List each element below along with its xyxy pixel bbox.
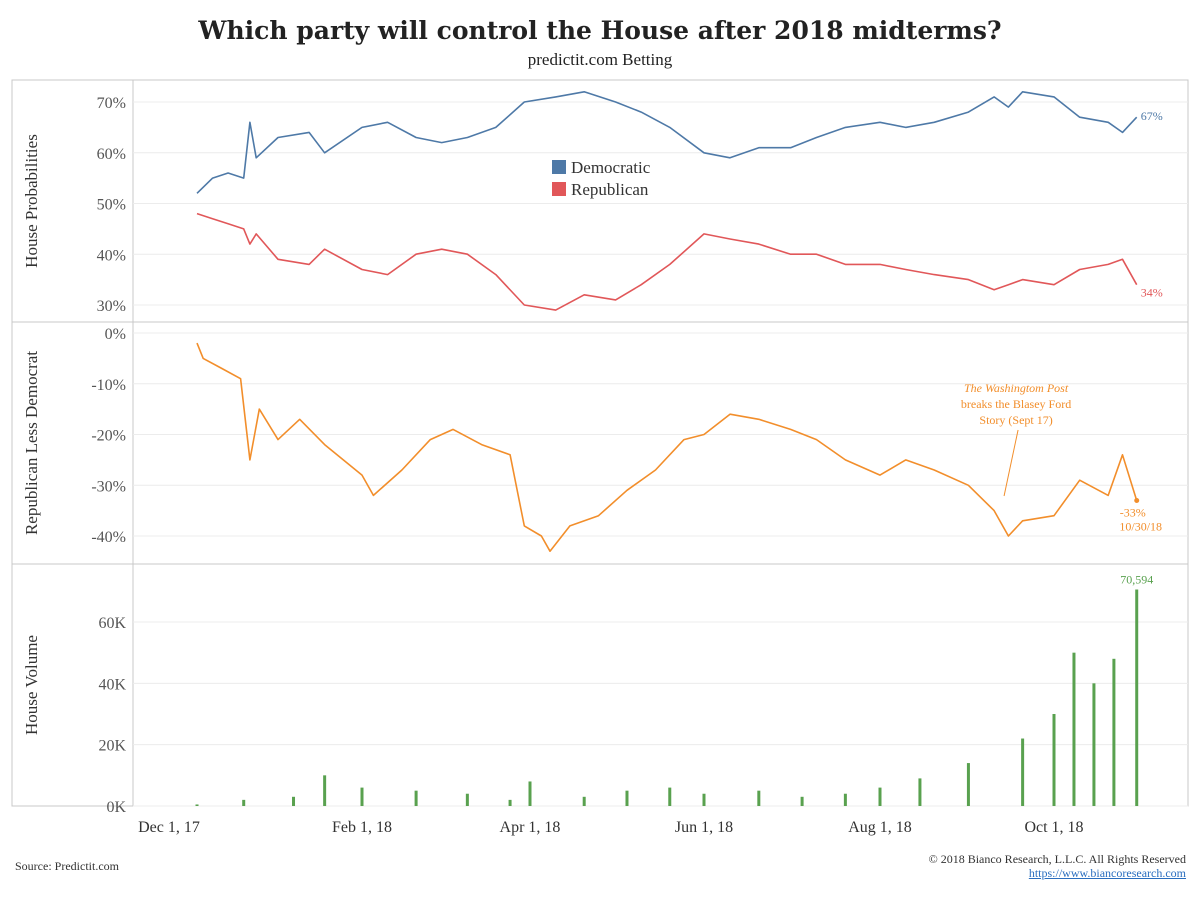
volume-bar [800,796,804,806]
annotation-line-1: The Washingtom Post [964,381,1069,395]
website-link[interactable]: https://www.biancoresearch.com [1028,866,1186,880]
page-title: Which party will control the House after… [198,16,1002,45]
annotation-line-3: Story (Sept 17) [979,413,1052,427]
volume-bar [1135,589,1139,806]
legend-label: Democratic [571,158,651,177]
volume-bar [1072,652,1076,806]
y-tick-label: 20K [98,738,126,755]
y-tick-label: 0K [106,799,126,816]
volume-bar [1112,658,1116,806]
x-tick-label: Aug 1, 18 [848,819,912,836]
y-tick-label: -20% [91,428,126,445]
volume-bar [668,787,672,806]
republican-end-label: 34% [1141,286,1163,300]
y-tick-label: 0% [105,326,126,343]
y-tick-label: 40K [98,676,126,693]
volume-bar [966,763,970,806]
volume-bar [757,790,761,806]
volume-bar [508,799,512,806]
spread-series-line [196,342,1138,553]
legend-swatch [552,182,566,196]
volume-bar [414,790,418,806]
volume-bar [528,781,532,806]
democratic-series-line [196,91,1138,194]
x-tick-label: Dec 1, 17 [138,819,200,836]
volume-bar [702,793,706,806]
copyright-text: © 2018 Bianco Research, L.L.C. All Right… [928,852,1186,866]
volume-bar [1092,683,1096,806]
x-tick-label: Jun 1, 18 [675,819,733,836]
spread-end-value: -33% [1120,505,1146,519]
volume-bar [360,787,364,806]
spread-end-marker [1134,497,1140,503]
volume-bar [1021,738,1025,806]
volume-bar [625,790,629,806]
volume-bar [843,793,847,806]
legend-label: Republican [571,180,649,199]
y-tick-label: 60K [98,615,126,632]
y-axis-title: House Volume [22,635,41,735]
volume-bar [292,796,296,806]
volume-bar [878,787,882,806]
x-tick-label: Oct 1, 18 [1024,819,1083,836]
x-tick-label: Apr 1, 18 [500,819,561,836]
volume-bar [465,793,469,806]
republican-series-line [196,212,1138,311]
volume-bar [195,804,199,806]
annotation-line-2: breaks the Blasey Ford [961,397,1071,411]
volume-bar [1052,714,1056,806]
page-subtitle: predictit.com Betting [527,50,673,69]
y-tick-label: -10% [91,377,126,394]
legend-swatch [552,160,566,174]
y-tick-label: -40% [91,529,126,546]
volume-bar [918,778,922,806]
volume-bar [582,796,586,806]
y-tick-label: 40% [97,247,126,264]
annotation-leader [1003,429,1019,497]
source-note: Source: Predictit.com [15,859,119,873]
volume-bar [323,775,327,806]
volume-peak-label: 70,594 [1120,573,1153,587]
y-tick-label: 70% [97,95,126,112]
y-tick-label: 30% [97,298,126,315]
x-tick-label: Feb 1, 18 [332,819,392,836]
y-tick-label: 60% [97,146,126,163]
volume-bar [242,799,246,806]
democratic-end-label: 67% [1141,109,1163,123]
y-axis-title: Republican Less Democrat [22,351,41,535]
y-tick-label: -30% [91,478,126,495]
y-axis-title: House Probabilities [22,134,41,268]
y-tick-label: 50% [97,197,126,214]
spread-end-date: 10/30/18 [1119,519,1162,533]
copyright-block: © 2018 Bianco Research, L.L.C. All Right… [929,852,1186,880]
